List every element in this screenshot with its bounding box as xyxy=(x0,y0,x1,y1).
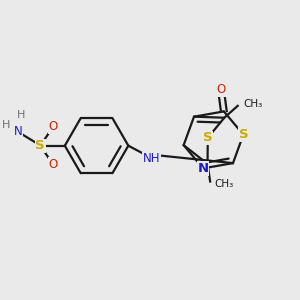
Text: NH: NH xyxy=(143,152,160,165)
Text: O: O xyxy=(49,158,58,171)
Text: H: H xyxy=(2,120,10,130)
Text: N: N xyxy=(14,125,22,138)
Text: CH₃: CH₃ xyxy=(215,179,234,189)
Text: S: S xyxy=(238,128,248,141)
Text: O: O xyxy=(49,120,58,134)
Text: O: O xyxy=(216,83,226,96)
Text: CH₃: CH₃ xyxy=(244,99,263,109)
Text: S: S xyxy=(203,131,213,144)
Text: N: N xyxy=(198,162,209,175)
Text: S: S xyxy=(35,139,45,152)
Text: H: H xyxy=(16,110,25,120)
